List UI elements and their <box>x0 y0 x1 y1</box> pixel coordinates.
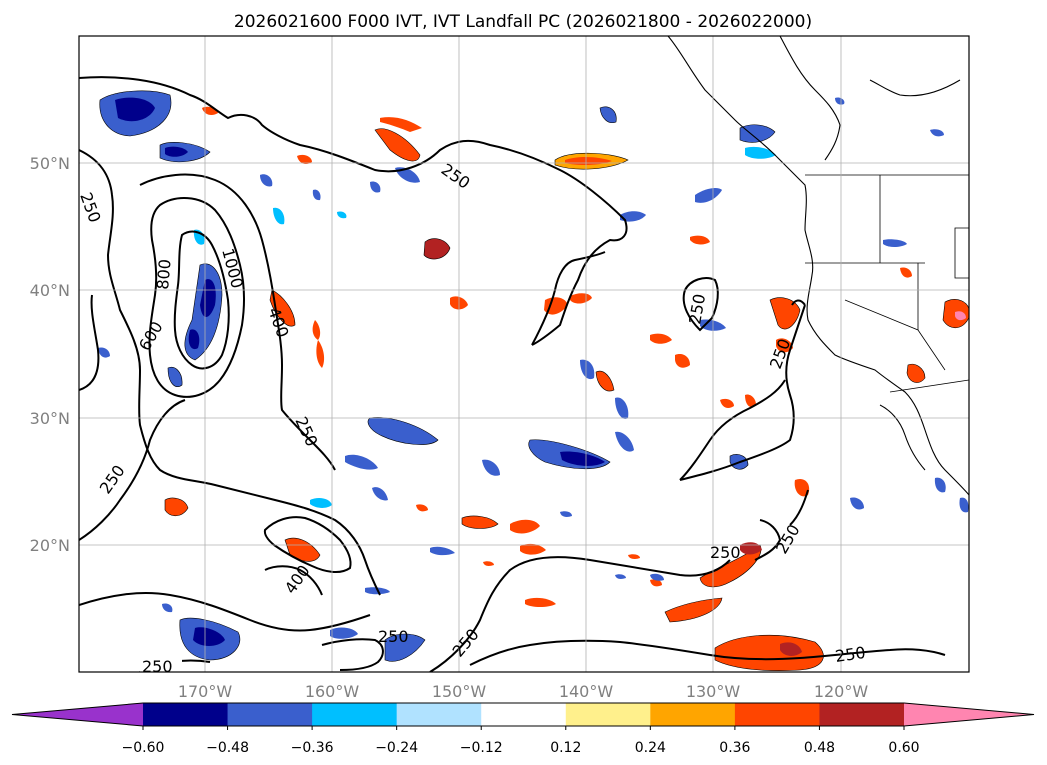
lon-label: 130°W <box>686 682 741 701</box>
contour-labels-edge: 250 <box>140 657 182 676</box>
colorbar-tick-label: 0.36 <box>719 740 750 756</box>
colorbar-cell <box>481 703 567 726</box>
colorbar-tick-label: −0.36 <box>291 740 334 756</box>
colorbar-cell <box>734 703 820 726</box>
lat-label: 20°N <box>30 536 70 555</box>
contour-label: 250 <box>378 627 409 646</box>
contour-label: 800 <box>153 258 175 290</box>
colorbar: −0.60 −0.48 −0.36 −0.24 −0.12 0.12 0.24 0.36 0.4… <box>11 702 1035 756</box>
colorbar-cell <box>143 703 229 726</box>
map-title: 2026021600 F000 IVT, IVT Landfall PC (20… <box>234 12 812 32</box>
map-panel: 250 250 250 250 250 250 250 250 250 250 … <box>78 35 970 676</box>
colorbar-cell <box>312 703 398 726</box>
colorbar-cell <box>819 703 905 726</box>
map-background <box>79 36 969 672</box>
lon-label: 160°W <box>305 682 360 701</box>
colorbar-tick-label: 0.12 <box>550 740 581 756</box>
lon-label: 140°W <box>559 682 614 701</box>
lon-label: 170°W <box>178 682 233 701</box>
ivt-contours <box>79 76 946 672</box>
contour-label: 250 <box>710 543 741 562</box>
colorbar-cell <box>565 703 651 726</box>
contour-label: 250 <box>142 657 173 676</box>
colorbar-cell <box>396 703 482 726</box>
coastline <box>667 36 969 496</box>
lon-label: 120°W <box>814 682 869 701</box>
colorbar-tick-label: −0.24 <box>375 740 418 756</box>
colorbar-tick-label: 0.60 <box>888 740 919 756</box>
lat-label: 50°N <box>30 154 70 173</box>
contour-label: 250 <box>834 643 867 666</box>
gridlines <box>79 36 969 672</box>
lon-label: 150°W <box>432 682 487 701</box>
colorbar-tick-label: −0.12 <box>460 740 503 756</box>
colorbar-tick-label: 0.48 <box>804 740 835 756</box>
colorbar-tick-label: 0.24 <box>635 740 666 756</box>
colorbar-cell <box>650 703 736 726</box>
latitude-labels: 50°N 40°N 30°N 20°N <box>30 154 70 555</box>
colorbar-cell <box>227 703 313 726</box>
lat-label: 30°N <box>30 409 70 428</box>
colorbar-tick-label: −0.48 <box>206 740 249 756</box>
longitude-labels: 170°W 160°W 150°W 140°W 130°W 120°W <box>178 682 869 701</box>
state-borders <box>805 174 969 393</box>
colorbar-tick-label: −0.60 <box>122 740 165 756</box>
lat-label: 40°N <box>30 281 70 300</box>
positive-anomaly-patches <box>164 106 969 671</box>
map-frame <box>78 35 970 673</box>
colorbar-extend-min <box>12 703 143 726</box>
colorbar-outline <box>11 702 1035 727</box>
colorbar-extend-max <box>904 703 1034 726</box>
